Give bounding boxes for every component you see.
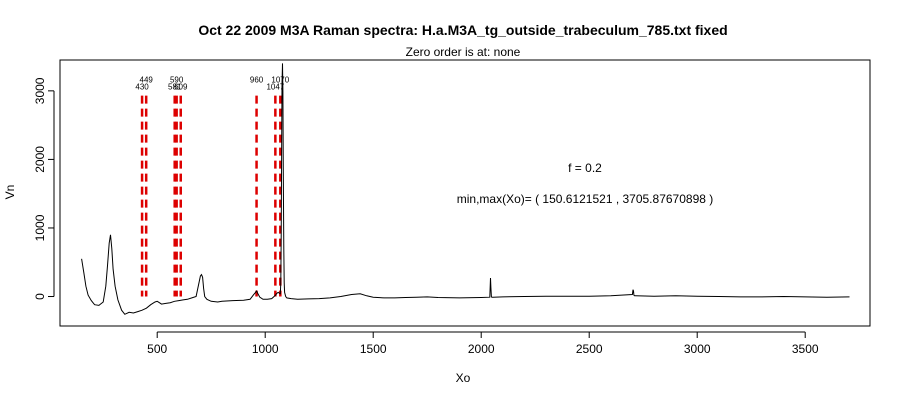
y-tick-label: 1000 <box>33 214 47 241</box>
y-axis: 0 1000 2000 3000 <box>33 77 55 300</box>
peak-label-609: 609 <box>174 83 188 92</box>
plot-frame <box>59 59 871 327</box>
peak-label-1047: 1047 <box>266 83 284 92</box>
peak-label-449: 449 <box>140 76 154 85</box>
y-tick-label: 3000 <box>33 77 47 104</box>
y-tick-label: 2000 <box>33 146 47 173</box>
x-axis: 500 1000 1500 2000 2500 3000 3500 <box>147 331 819 356</box>
x-axis-label: Xo <box>456 371 471 385</box>
chart-title: Oct 22 2009 M3A Raman spectra: H.a.M3A_t… <box>198 22 727 38</box>
peak-label-581: 581 <box>168 83 182 92</box>
x-tick-label: 1500 <box>360 342 387 356</box>
minmax-annotation: min,max(Xo)= ( 150.6121521 , 3705.876708… <box>457 192 714 206</box>
chart-subtitle: Zero order is at: none <box>406 45 521 59</box>
spectrum-line <box>81 63 850 315</box>
x-tick-label: 3500 <box>792 342 819 356</box>
x-tick-label: 2000 <box>468 342 495 356</box>
x-tick-label: 500 <box>147 342 167 356</box>
peak-label-430: 430 <box>135 83 149 92</box>
x-tick-label: 2500 <box>576 342 603 356</box>
y-axis-label: Vn <box>3 185 17 200</box>
f-annotation: f = 0.2 <box>568 161 602 175</box>
peak-label-960: 960 <box>250 76 264 85</box>
x-tick-label: 3000 <box>684 342 711 356</box>
x-tick-label: 1000 <box>252 342 279 356</box>
y-tick-label: 0 <box>33 293 47 300</box>
peak-label-1070: 1070 <box>271 76 289 85</box>
peak-label-590: 590 <box>170 76 184 85</box>
